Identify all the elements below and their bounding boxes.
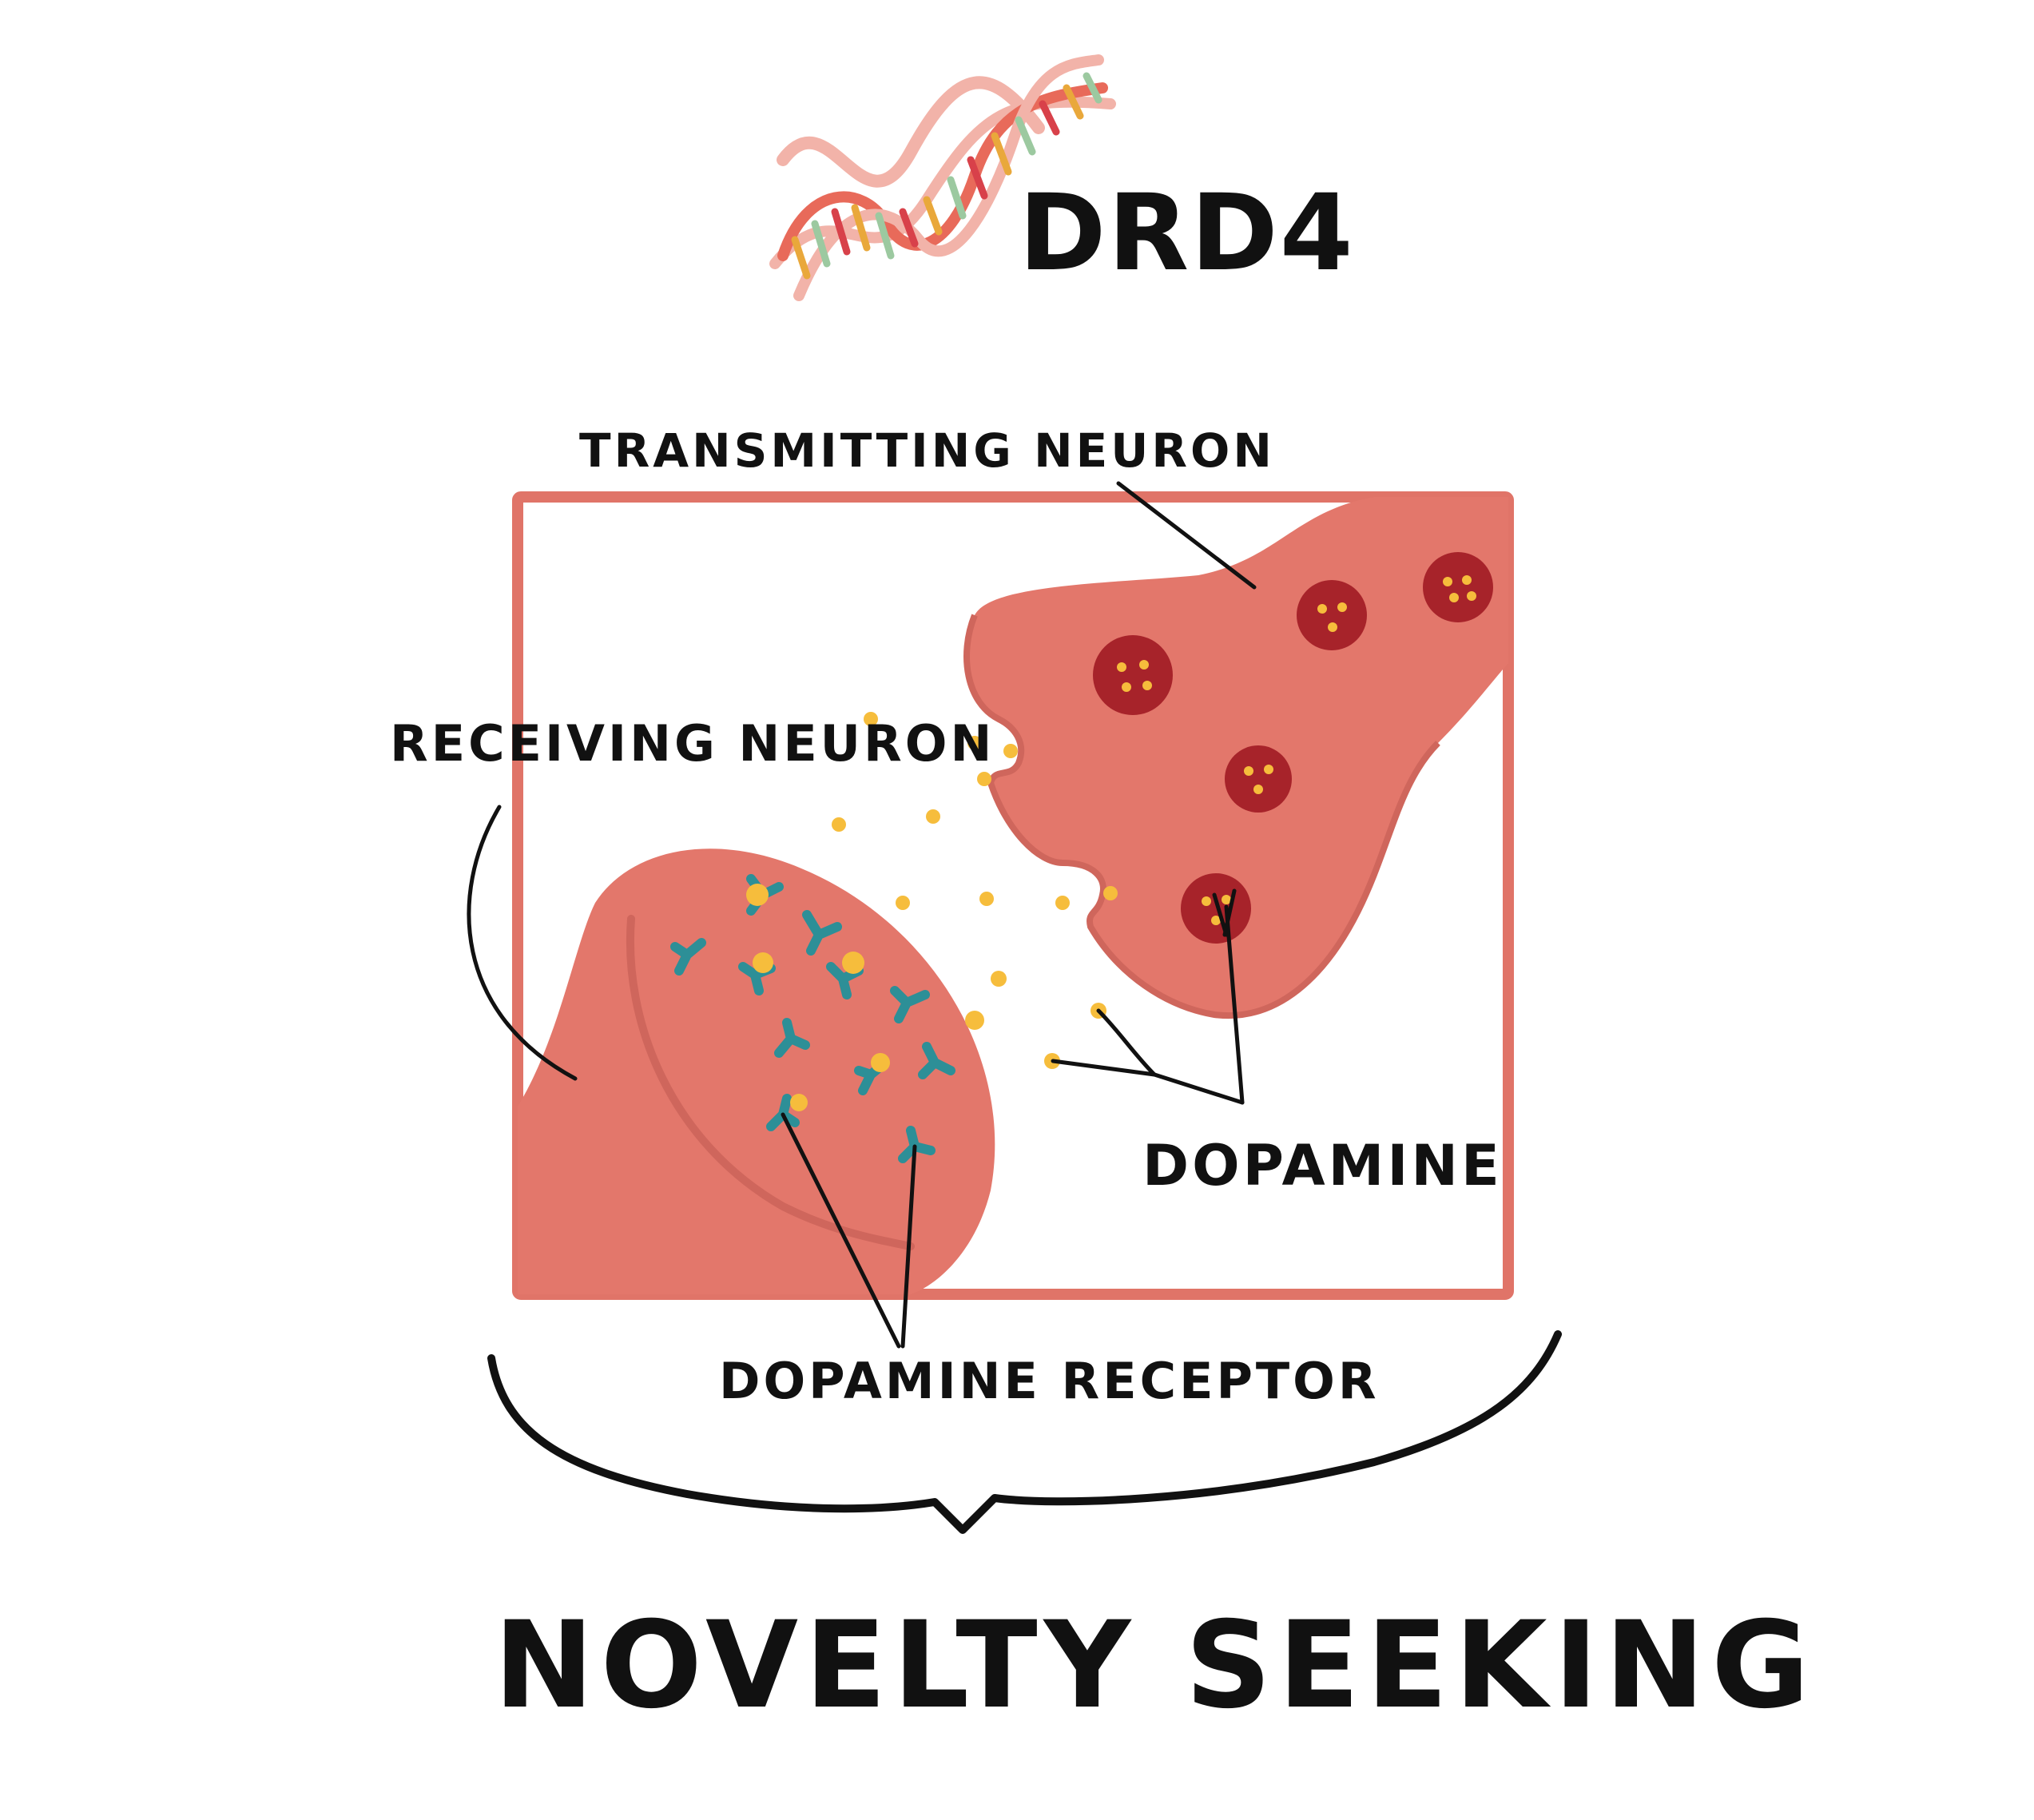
gene-title: DRD4 [1019,172,1355,295]
dopamine-molecule [864,712,878,726]
dopamine-receptor [802,910,842,956]
dopamine-molecule [1103,886,1118,900]
dopamine-receptor [670,938,706,976]
receiving-neuron [518,848,995,1294]
bound-dopamine [746,884,890,1111]
transmitting-neuron-leader [1116,481,1257,590]
dopamine-molecule [967,736,982,750]
transmitting-neuron-label: TRANSMITTING NEURON [579,423,1275,478]
dopamine-molecules [832,712,1118,1069]
dopamine-receptors [670,874,955,1163]
dopamine-molecule [965,1011,984,1030]
dopamine-receptor-label: DOPAMINE RECEPTOR [719,1352,1380,1410]
dopamine-leader-cleft [1096,1008,1157,1077]
dopamine-molecule [1055,896,1070,910]
dopamine-receptor [774,1018,810,1058]
dna-helix-icon [769,54,1116,301]
vesicle [1181,873,1251,944]
dopamine-molecule [896,896,910,910]
vesicle [1225,745,1292,813]
dopamine-molecule [926,809,940,824]
vesicle [1093,635,1173,715]
dopamine-molecule [991,971,1007,987]
dopamine-molecule [1003,744,1018,758]
vesicle [1423,552,1493,622]
trait-title: NOVELTY SEEKING [494,1596,1817,1735]
dopamine-leader-vesicle [1212,888,1245,1105]
receiving-neuron-label: RECEIVING NEURON [390,714,995,773]
dopamine-receptor [890,986,930,1023]
grouping-brace [487,1330,1562,1534]
dopamine-molecule [979,892,994,906]
vesicles [1093,552,1493,944]
synapse-frame [512,491,1514,1300]
vesicle [1297,580,1367,650]
dopamine-receptor [918,1042,955,1079]
dopamine-molecule [832,817,846,832]
dopamine-molecule [977,772,991,786]
receptor-leader-right [900,1144,917,1349]
receiving-neuron-leader [467,805,578,1081]
dopamine-label: DOPAMINE [1142,1133,1503,1198]
receptor-leader-left [781,1112,901,1349]
leader-lines [467,481,1257,1349]
